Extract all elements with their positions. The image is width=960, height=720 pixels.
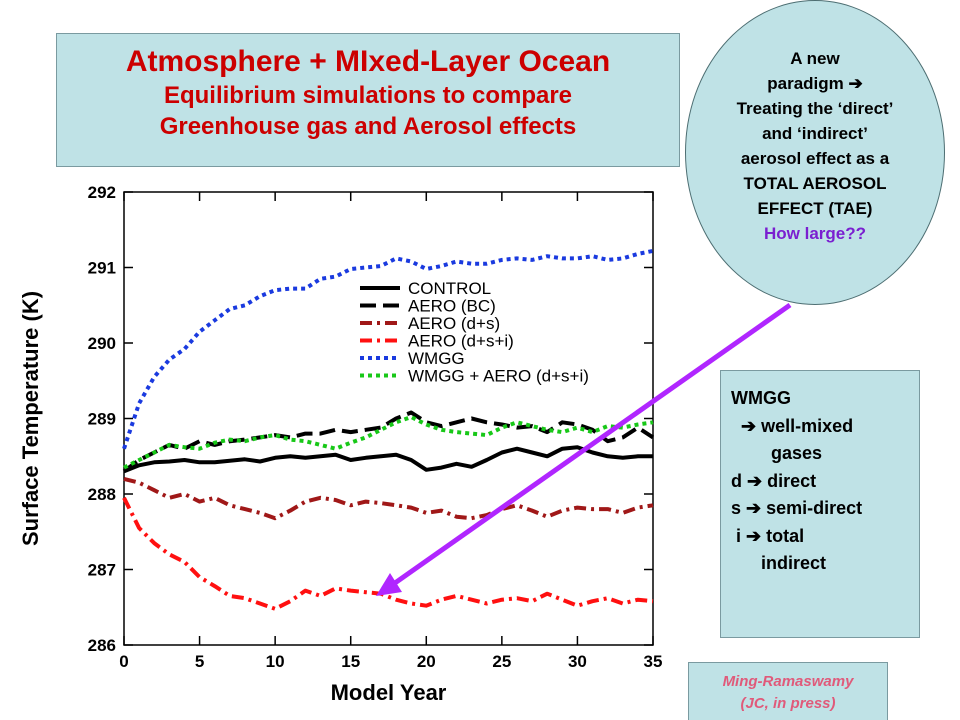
legend-label: AERO (d+s+i) [408,332,514,351]
citation-line1: Ming-Ramaswamy [722,673,854,690]
x-tick-label: 15 [341,652,360,671]
callout-line: aerosol effect as a [740,149,890,168]
x-axis-label: Model Year [331,680,447,705]
note-line: s ➔ semi-direct [731,498,863,518]
slide-title: Atmosphere + MIxed-Layer Ocean [125,45,611,78]
legend-label: AERO (d+s) [408,314,500,333]
series-line-1 [122,410,655,473]
series-line-3 [122,496,654,611]
abbreviation-notes: WMGG ➔ well-mixed gases d ➔ direct s ➔ s… [720,370,920,638]
callout-line: Treating the ‘direct’ [736,99,894,118]
note-line: gases [731,443,823,463]
note-line: i ➔ total [731,525,805,546]
callout-line: TOTAL AEROSOL [743,174,887,193]
callout-question: How large?? [763,224,866,243]
slide-subtitle-line2: Greenhouse gas and Aerosol effects [159,113,577,140]
series-line-0 [123,445,653,474]
y-tick-label: 286 [88,636,116,655]
callout-bubble [685,0,945,305]
legend-label: WMGG + AERO (d+s+i) [408,367,589,386]
legend-label: WMGG [408,349,465,368]
citation-line2: (JC, in press) [740,695,836,712]
x-tick-label: 20 [417,652,436,671]
note-line: WMGG [731,388,791,408]
pointer-arrow-head [376,573,402,596]
title-box: Atmosphere + MIxed-Layer Ocean Equilibri… [56,33,680,167]
y-tick-label: 288 [88,485,116,504]
x-tick-label: 5 [195,652,204,671]
callout-line: EFFECT (TAE) [757,199,873,218]
y-tick-label: 287 [88,561,116,580]
x-tick-label: 30 [568,652,587,671]
y-axis-label: Surface Temperature (K) [18,291,43,546]
x-tick-label: 10 [266,652,285,671]
y-tick-label: 289 [88,410,116,429]
legend-label: AERO (BC) [408,297,496,316]
citation-box: Ming-Ramaswamy (JC, in press) [688,662,888,720]
note-line: d ➔ direct [731,470,817,491]
callout-text: A new paradigm ➔ Treating the ‘direct’ a… [700,46,930,246]
pointer-arrow-line [383,302,792,593]
x-tick-label: 35 [644,652,663,671]
x-tick-label: 0 [119,652,128,671]
note-line: indirect [731,553,827,573]
callout-line: A new [790,49,840,68]
note-line: ➔ well-mixed [731,415,854,436]
callout-line: and ‘indirect’ [762,124,868,143]
y-tick-label: 290 [88,334,116,353]
series-line-2 [123,476,654,521]
legend-label: CONTROL [408,279,491,298]
slide-subtitle-line1: Equilibrium simulations to compare [163,82,573,109]
x-tick-label: 25 [492,652,511,671]
y-tick-label: 292 [88,183,116,202]
callout-line: paradigm ➔ [767,74,863,93]
series-line-4 [122,248,654,450]
y-tick-label: 291 [88,259,116,278]
